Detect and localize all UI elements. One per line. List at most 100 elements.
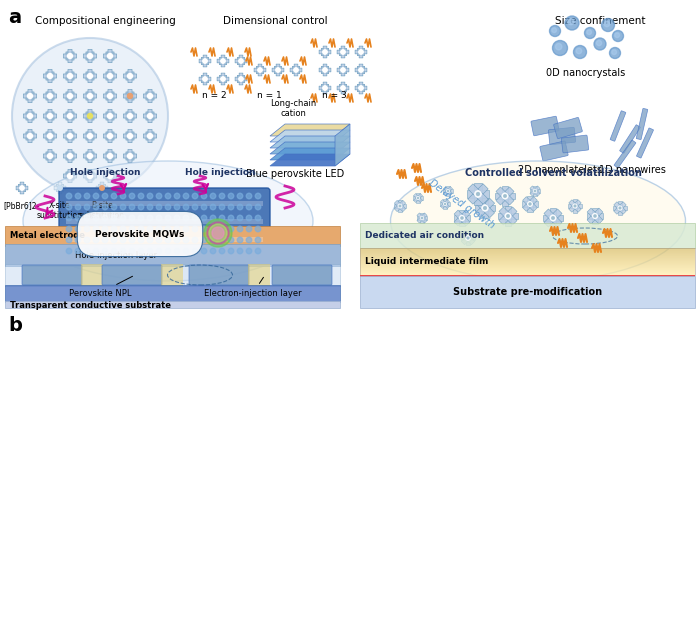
FancyBboxPatch shape [92, 54, 97, 58]
Circle shape [165, 204, 171, 210]
Polygon shape [482, 198, 495, 210]
FancyBboxPatch shape [132, 134, 137, 138]
FancyBboxPatch shape [327, 50, 331, 54]
Circle shape [594, 38, 606, 50]
Circle shape [618, 206, 622, 210]
Circle shape [138, 193, 144, 199]
Polygon shape [593, 208, 603, 218]
Polygon shape [573, 205, 581, 212]
FancyBboxPatch shape [123, 74, 127, 78]
FancyBboxPatch shape [106, 92, 114, 100]
Text: Perovskite NPL: Perovskite NPL [69, 276, 132, 297]
Polygon shape [460, 210, 470, 220]
Polygon shape [614, 207, 622, 214]
Circle shape [573, 46, 587, 58]
FancyBboxPatch shape [83, 174, 88, 178]
Circle shape [612, 49, 617, 54]
Polygon shape [535, 189, 540, 193]
FancyBboxPatch shape [221, 55, 225, 59]
Polygon shape [443, 199, 447, 204]
FancyBboxPatch shape [108, 170, 112, 173]
Bar [360, 274, 695, 277]
Polygon shape [618, 208, 622, 215]
Circle shape [246, 215, 252, 221]
Circle shape [111, 193, 117, 199]
Circle shape [568, 19, 574, 25]
FancyBboxPatch shape [104, 186, 108, 190]
FancyBboxPatch shape [48, 158, 52, 163]
Polygon shape [414, 197, 419, 203]
Polygon shape [573, 206, 577, 213]
FancyBboxPatch shape [98, 184, 106, 192]
FancyBboxPatch shape [64, 74, 67, 78]
Text: B-site
substitution: B-site substitution [79, 201, 125, 220]
Polygon shape [503, 193, 514, 205]
Circle shape [573, 204, 577, 208]
Bar [360, 265, 695, 266]
FancyBboxPatch shape [620, 125, 640, 153]
FancyBboxPatch shape [68, 58, 72, 63]
Text: Dedicated air condition: Dedicated air condition [365, 232, 484, 240]
FancyBboxPatch shape [113, 54, 116, 58]
FancyBboxPatch shape [24, 134, 27, 138]
Polygon shape [462, 215, 470, 221]
Bar [360, 267, 695, 268]
Text: Electron-injection layer: Electron-injection layer [204, 277, 302, 297]
Circle shape [193, 248, 198, 254]
Polygon shape [475, 205, 485, 212]
FancyBboxPatch shape [32, 94, 36, 98]
Circle shape [550, 215, 556, 221]
Polygon shape [528, 197, 538, 206]
FancyBboxPatch shape [203, 73, 206, 77]
FancyBboxPatch shape [100, 182, 104, 186]
FancyBboxPatch shape [86, 172, 94, 180]
Circle shape [127, 153, 132, 158]
Text: Liquid intermediate film: Liquid intermediate film [365, 257, 489, 267]
FancyBboxPatch shape [359, 46, 363, 50]
FancyBboxPatch shape [340, 48, 346, 56]
Circle shape [467, 237, 469, 239]
Text: a: a [8, 8, 21, 27]
FancyBboxPatch shape [327, 86, 331, 90]
Circle shape [75, 193, 80, 199]
Polygon shape [499, 213, 510, 225]
Bar [5, 244, 340, 266]
FancyBboxPatch shape [126, 72, 134, 80]
FancyBboxPatch shape [148, 110, 152, 113]
Polygon shape [482, 205, 495, 218]
FancyBboxPatch shape [26, 112, 34, 120]
Polygon shape [505, 193, 514, 199]
Circle shape [210, 193, 216, 199]
Polygon shape [468, 184, 480, 197]
Circle shape [210, 248, 216, 254]
FancyBboxPatch shape [88, 90, 92, 93]
Circle shape [102, 204, 108, 210]
FancyBboxPatch shape [26, 92, 34, 100]
Circle shape [239, 59, 244, 63]
FancyBboxPatch shape [128, 69, 132, 73]
Circle shape [67, 73, 73, 78]
Polygon shape [502, 196, 508, 205]
FancyBboxPatch shape [262, 68, 266, 72]
Circle shape [67, 133, 73, 138]
FancyBboxPatch shape [128, 138, 132, 143]
FancyBboxPatch shape [148, 90, 152, 93]
Polygon shape [466, 236, 475, 245]
Circle shape [120, 193, 126, 199]
Polygon shape [508, 213, 517, 219]
FancyBboxPatch shape [128, 158, 132, 163]
Bar [5, 226, 340, 246]
Circle shape [219, 237, 225, 243]
FancyBboxPatch shape [327, 68, 331, 72]
Polygon shape [613, 206, 620, 210]
Polygon shape [418, 197, 423, 200]
Circle shape [75, 215, 80, 221]
Circle shape [358, 49, 363, 54]
Polygon shape [533, 190, 540, 196]
FancyBboxPatch shape [20, 190, 24, 194]
FancyBboxPatch shape [113, 174, 116, 178]
Polygon shape [523, 202, 532, 212]
FancyBboxPatch shape [202, 75, 209, 83]
Bar [248, 264, 270, 286]
Polygon shape [398, 200, 402, 206]
